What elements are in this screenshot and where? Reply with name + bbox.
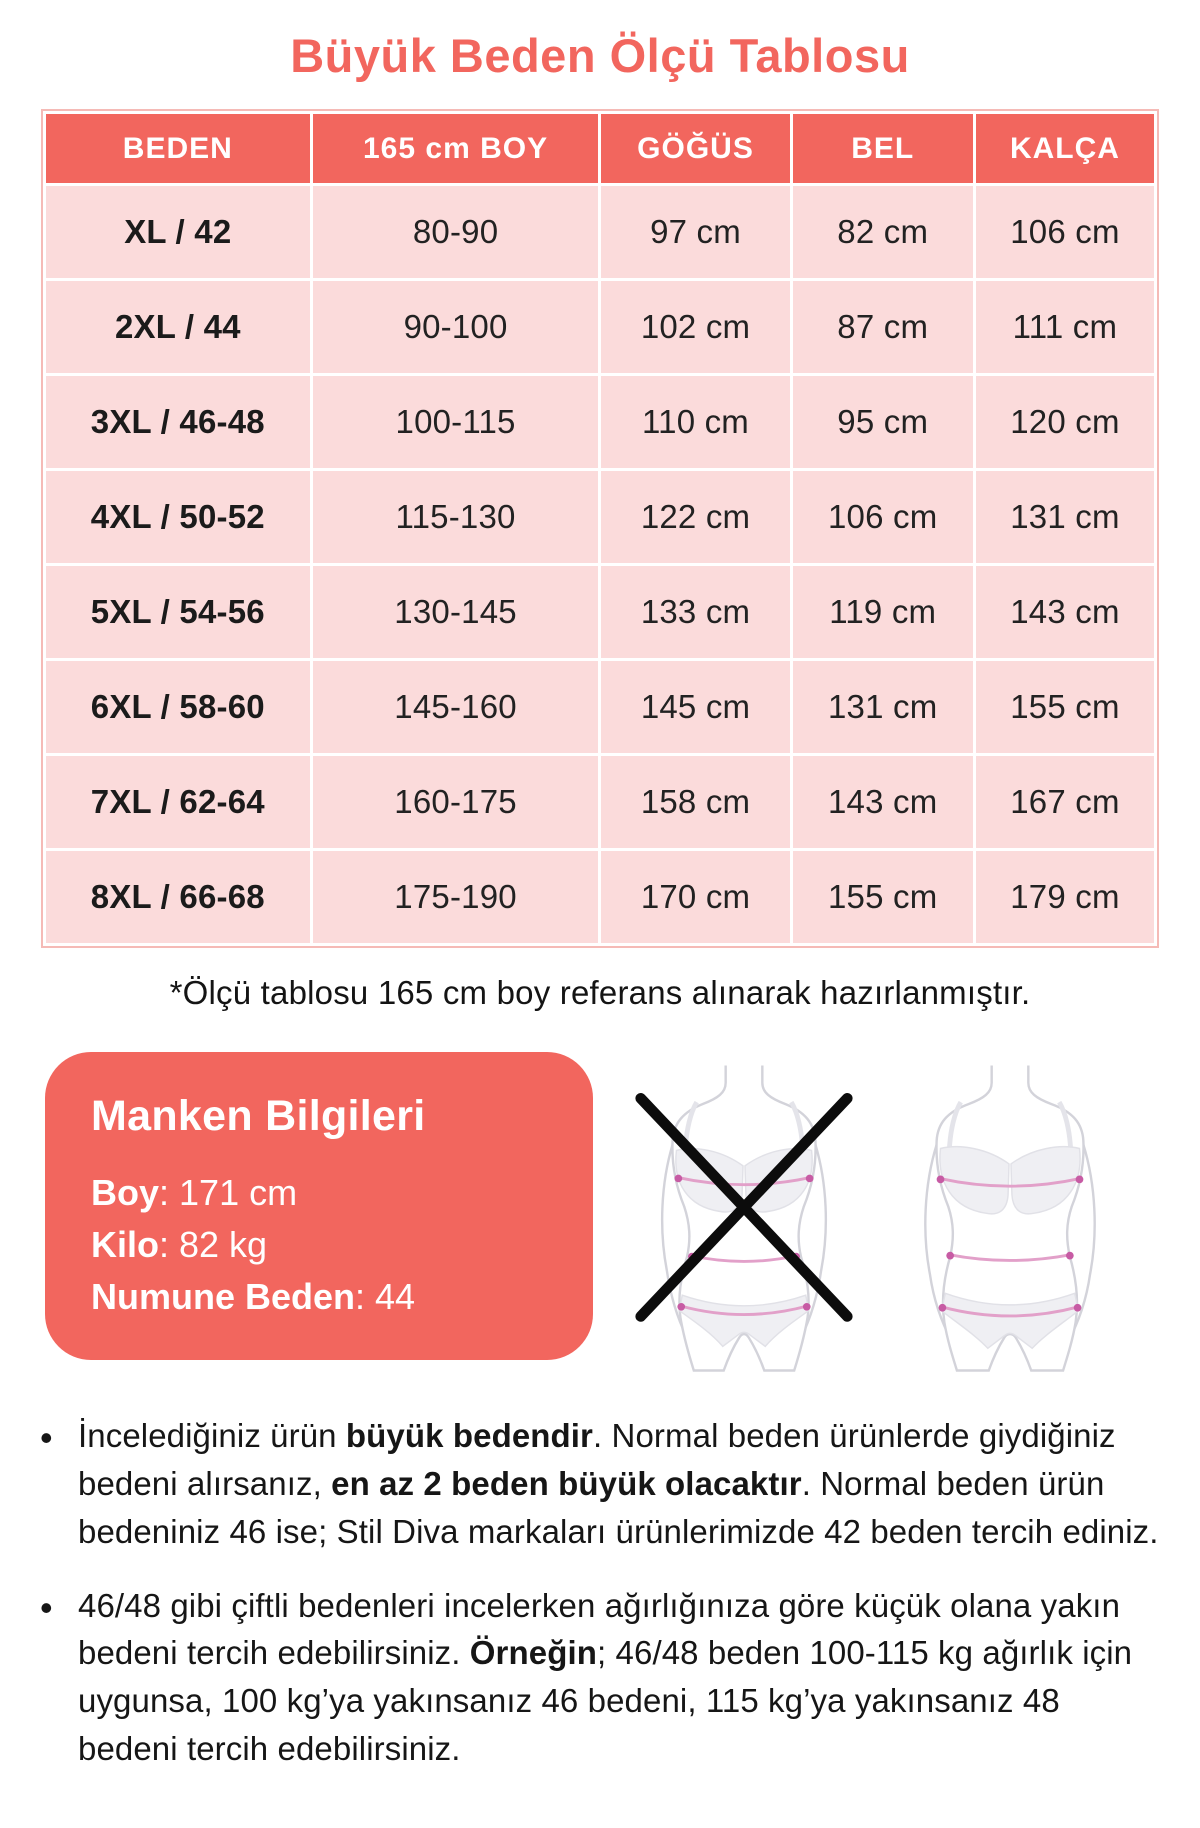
table-cell: 87 cm <box>789 278 976 376</box>
table-row: 2XL / 44 90-100 102 cm 87 cm 111 cm <box>43 278 1158 376</box>
table-cell: 175-190 <box>309 848 602 946</box>
table-row: 3XL / 46-48 100-115 110 cm 95 cm 120 cm <box>43 373 1158 471</box>
table-cell: 5XL / 54-56 <box>43 563 313 661</box>
header-cell: GÖĞÜS <box>598 111 793 186</box>
body-measure-icon <box>923 1065 1096 1372</box>
note-item: 46/48 gibi çiftli bedenleri incelerken a… <box>40 1582 1160 1773</box>
model-info-title: Manken Bilgileri <box>91 1092 426 1140</box>
model-info-section: Manken Bilgileri Boy: 171 cm Kilo: 82 kg N… <box>45 1052 1160 1374</box>
body-measure-crossed-icon <box>634 1065 853 1372</box>
table-cell: 80-90 <box>309 183 602 281</box>
table-cell: 106 cm <box>972 183 1158 281</box>
header-cell: 165 cm BOY <box>309 111 602 186</box>
table-cell: 131 cm <box>789 658 976 756</box>
table-cell: 130-145 <box>309 563 602 661</box>
measurement-figures <box>593 1052 1160 1374</box>
table-row: XL / 42 80-90 97 cm 82 cm 106 cm <box>43 183 1158 281</box>
model-info-line: Kilo: 82 kg <box>91 1224 268 1266</box>
model-info-line: Boy: 171 cm <box>91 1172 298 1213</box>
table-cell: 120 cm <box>972 373 1158 471</box>
note-item: İncelediğiniz ürün büyük bedendir. Norma… <box>40 1412 1160 1556</box>
table-cell: 115-130 <box>309 468 602 566</box>
size-guide-page: Büyük Beden Ölçü Tablosu BEDEN 165 cm BOY… <box>0 28 1200 1773</box>
table-cell: 122 cm <box>598 468 793 566</box>
table-cell: 100-115 <box>309 373 602 471</box>
table-cell: 145-160 <box>309 658 602 756</box>
model-info-lines: Boy: 171 cm Kilo: 82 kg Numune Beden: 44 <box>91 1167 547 1324</box>
model-info-label: Kilo <box>91 1224 159 1266</box>
table-cell: XL / 42 <box>43 183 313 281</box>
table-cell: 160-175 <box>309 753 602 851</box>
notes-list: İncelediğiniz ürün büyük bedendir. Norma… <box>40 1412 1160 1773</box>
table-cell: 131 cm <box>972 468 1158 566</box>
table-footnote: *Ölçü tablosu 165 cm boy referans alınar… <box>169 974 1031 1011</box>
table-row: 8XL / 66-68 175-190 170 cm 155 cm 179 cm <box>43 848 1158 946</box>
table-row: 7XL / 62-64 160-175 158 cm 143 cm 167 cm <box>43 753 1158 851</box>
table-cell: 110 cm <box>598 373 793 471</box>
size-table-container: BEDEN 165 cm BOY GÖĞÜS BEL KALÇA XL / 42 80-9… <box>41 109 1159 948</box>
table-cell: 155 cm <box>972 658 1158 756</box>
table-cell: 167 cm <box>972 753 1158 851</box>
table-cell: 90-100 <box>309 278 602 376</box>
table-cell: 143 cm <box>972 563 1158 661</box>
table-cell: 4XL / 50-52 <box>43 468 313 566</box>
table-cell: 111 cm <box>972 278 1158 376</box>
header-cell: BEL <box>789 111 976 186</box>
table-header-row: BEDEN 165 cm BOY GÖĞÜS BEL KALÇA <box>43 111 1158 186</box>
table-cell: 82 cm <box>789 183 976 281</box>
table-cell: 170 cm <box>598 848 793 946</box>
table-cell: 97 cm <box>598 183 793 281</box>
table-cell: 119 cm <box>789 563 976 661</box>
table-cell: 143 cm <box>789 753 976 851</box>
table-cell: 106 cm <box>789 468 976 566</box>
table-cell: 3XL / 46-48 <box>43 373 313 471</box>
table-row: 6XL / 58-60 145-160 145 cm 131 cm 155 cm <box>43 658 1158 756</box>
table-cell: 95 cm <box>789 373 976 471</box>
table-cell: 133 cm <box>598 563 793 661</box>
table-cell: 158 cm <box>598 753 793 851</box>
table-cell: 102 cm <box>598 278 793 376</box>
model-info-label: Boy <box>91 1172 160 1213</box>
cross-x-icon <box>634 1093 853 1322</box>
table-row: 4XL / 50-52 115-130 122 cm 106 cm 131 cm <box>43 468 1158 566</box>
size-table: BEDEN 165 cm BOY GÖĞÜS BEL KALÇA XL / 42 80-9… <box>43 111 1158 946</box>
model-info-label: Numune Beden <box>91 1276 356 1318</box>
table-cell: 145 cm <box>598 658 793 756</box>
measurement-lines <box>936 1175 1083 1318</box>
header-cell: KALÇA <box>972 111 1158 186</box>
table-cell: 2XL / 44 <box>43 278 313 376</box>
header-cell: BEDEN <box>43 111 313 186</box>
model-info-line: Numune Beden: 44 <box>91 1276 416 1318</box>
body-silhouette <box>660 1065 827 1372</box>
table-row: 5XL / 54-56 130-145 133 cm 119 cm 143 cm <box>43 563 1158 661</box>
model-info-card: Manken Bilgileri Boy: 171 cm Kilo: 82 kg N… <box>45 1052 593 1360</box>
table-cell: 179 cm <box>972 848 1158 946</box>
table-cell: 7XL / 62-64 <box>43 753 313 851</box>
page-title: Büyük Beden Ölçü Tablosu <box>290 29 910 82</box>
table-cell: 8XL / 66-68 <box>43 848 313 946</box>
body-silhouette <box>923 1065 1096 1372</box>
table-cell: 6XL / 58-60 <box>43 658 313 756</box>
table-cell: 155 cm <box>789 848 976 946</box>
